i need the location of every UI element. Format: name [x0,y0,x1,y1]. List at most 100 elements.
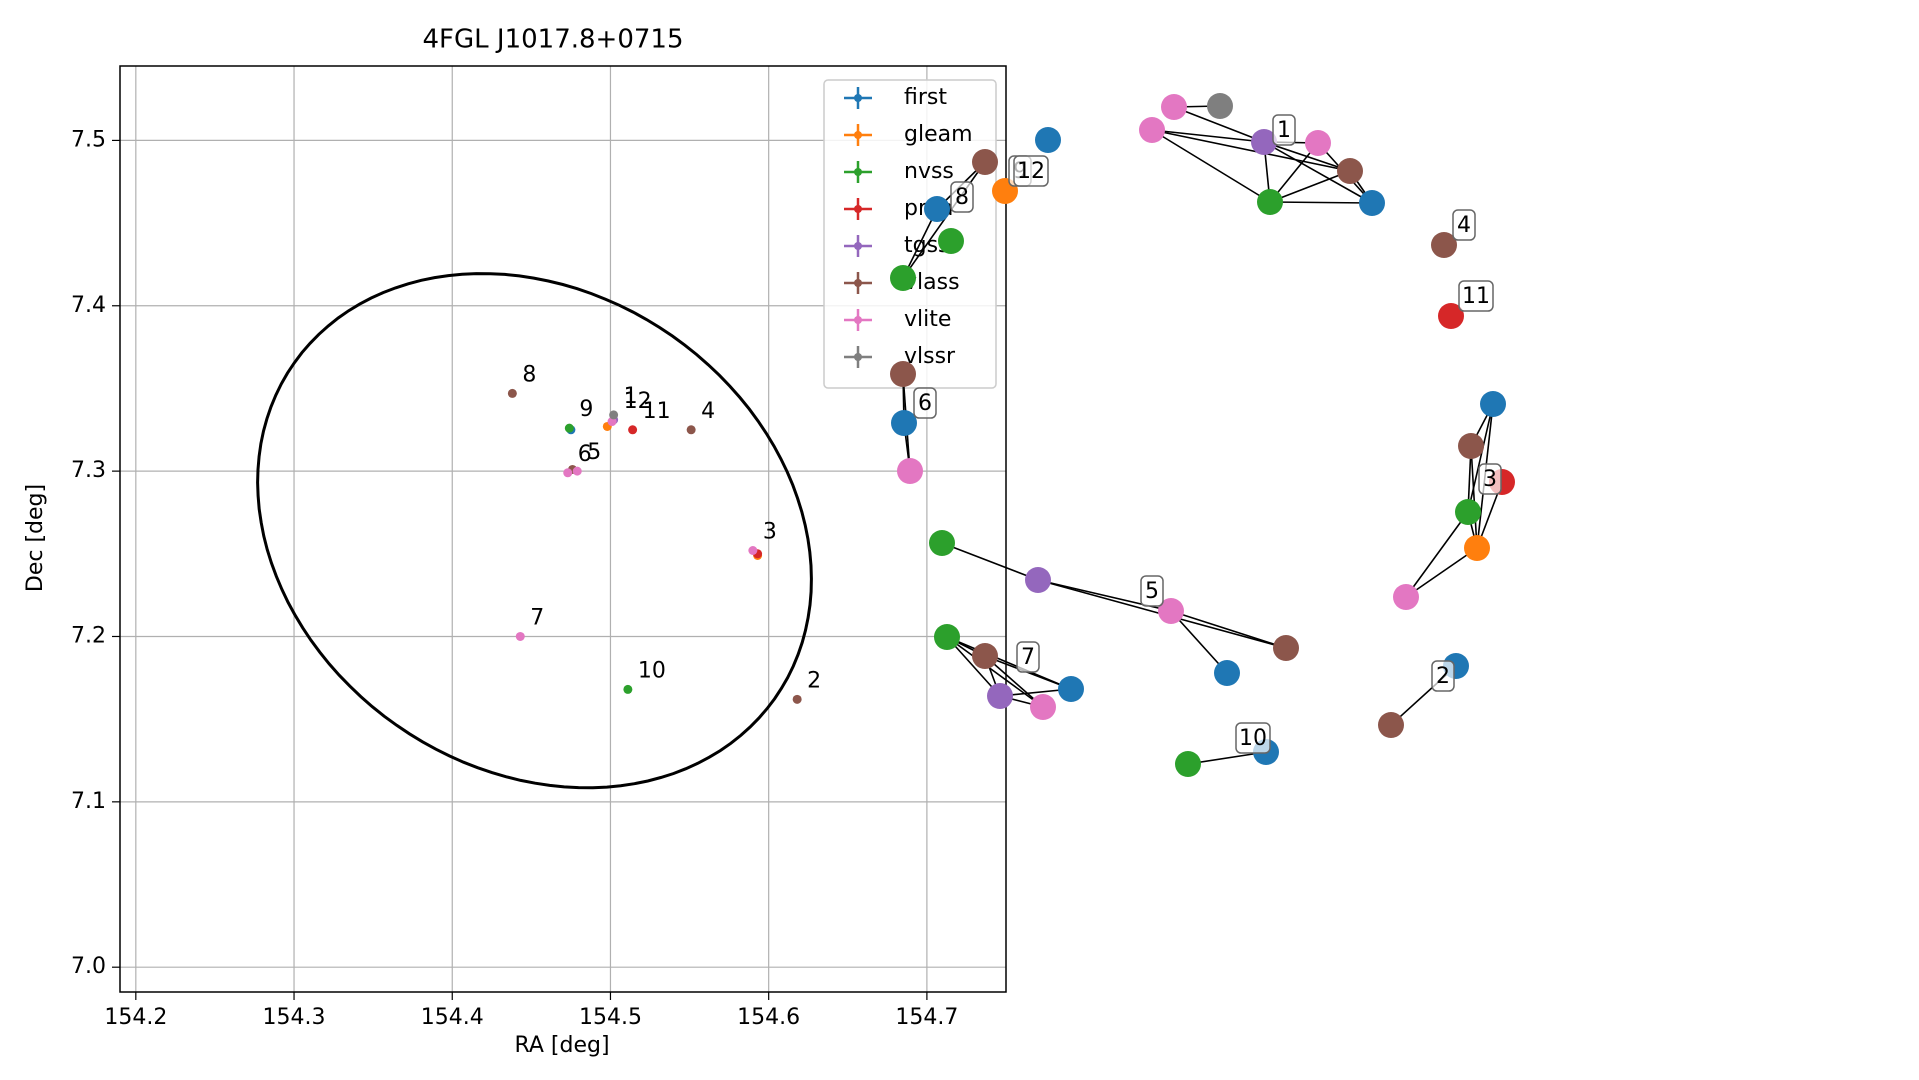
network-label-text: 4 [1457,213,1471,238]
y-tick-label: 7.0 [71,954,106,979]
network-label-text: 7 [1021,645,1035,670]
node-vlass [890,361,916,387]
point-label: 7 [530,605,544,630]
network-label-box [1016,641,1040,673]
network-label: 11 [1458,280,1494,312]
legend-marker-dot [854,131,862,139]
network-edge [1263,141,1373,204]
network-edge [946,636,1044,708]
network-label: 5 [1140,575,1164,607]
node-vlass [1337,158,1363,184]
x-tick-label: 154.6 [737,1005,800,1030]
point-vlite [572,466,582,476]
node-nvss [1257,189,1283,215]
node-nvss [890,265,916,291]
point-label: 5 [587,440,601,465]
point-vlite [515,631,525,641]
network-edge [946,636,1001,697]
point-pmn [628,425,638,435]
x-tick-label: 154.7 [895,1005,958,1030]
network-label-text: 12 [1017,159,1045,184]
x-tick-label: 154.3 [263,1005,326,1030]
network-edge [1151,129,1351,172]
network-label-text: 10 [1239,726,1267,751]
chart-title: 4FGL J1017.8+0715 [423,25,684,55]
node-nvss [1455,499,1481,525]
network-nodes [890,93,1515,777]
network-label-box [1140,575,1164,607]
point-label: 10 [638,658,666,683]
network-label: 4 [1452,209,1476,241]
node-vlass [1431,232,1457,258]
network-label-text: 2 [1436,664,1450,689]
legend-marker-dot [854,242,862,250]
network-label-box [950,181,974,213]
network-label-text: 5 [1145,579,1159,604]
network-label-text: 3 [1483,467,1497,492]
node-vlass [1378,712,1404,738]
network-edge [1170,610,1287,649]
point-vlite [563,468,573,478]
node-vlite [1161,94,1187,120]
network-edge [1151,129,1271,203]
node-vlass [972,149,998,175]
network-edge [1405,547,1478,598]
legend-marker-dot [854,279,862,287]
node-vlite [1393,584,1419,610]
point-vlssr [609,410,619,420]
node-nvss [929,530,955,556]
node-first [1214,660,1240,686]
network-label-text: 6 [918,391,932,416]
x-axis-label: RA [deg] [514,1033,609,1058]
y-tick-label: 7.3 [71,458,106,483]
legend-entry-vlssr: vlssr [904,344,956,369]
network-label-box [1458,280,1494,312]
node-first [891,410,917,436]
x-tick-label: 154.5 [579,1005,642,1030]
legend-marker-dot [854,353,862,361]
node-tgss [1025,567,1051,593]
network-label-text: 11 [1462,284,1490,309]
network-labels: 191284116357210 [913,114,1502,754]
node-vlite [1158,598,1184,624]
legend-entry-nvss: nvss [904,159,954,184]
point-label: 9 [579,397,593,422]
x-tick-label: 154.2 [104,1005,167,1030]
legend-marker-dot [854,94,862,102]
network-panel: 191284116357210 [890,93,1515,777]
network-edge [902,161,986,279]
network-edge [1173,106,1265,143]
network-label-box [1452,209,1476,241]
node-vlite [897,458,923,484]
legend-entry-gleam: gleam [904,122,973,147]
node-vlite [1030,694,1056,720]
point-label: 12 [624,389,652,414]
network-label: 1 [1272,114,1296,146]
node-first [924,196,950,222]
legend-marker-dot [854,168,862,176]
network-edge [1269,201,1373,204]
y-axis-ticks: 7.0 7.1 7.2 7.3 7.4 7.5 [71,127,120,979]
network-edge [1269,170,1351,203]
point-vlass [507,388,517,398]
network-label-box [1478,463,1502,495]
network-edge [1187,751,1267,765]
point-label: 1 [624,384,638,409]
network-edge [1170,610,1228,674]
y-tick-label: 7.4 [71,293,106,318]
node-vlass [1458,433,1484,459]
point-label: 3 [763,519,777,544]
node-pmn [1438,303,1464,329]
network-label-text: 8 [955,185,969,210]
node-nvss [938,228,964,254]
legend-entry-vlite: vlite [904,307,951,332]
network-label-text: 1 [1277,118,1291,143]
network-label: 7 [1016,641,1040,673]
x-axis-ticks: 154.2 154.3 154.4 154.5 154.6 154.7 [104,992,958,1030]
network-label-box [1431,660,1455,692]
network-label-box [1272,114,1296,146]
node-vlite [1139,117,1165,143]
legend: firstgleamnvsspmntgssvlassvlitevlssr [823,79,997,389]
y-axis-label: Dec [deg] [23,484,48,592]
node-nvss [934,624,960,650]
